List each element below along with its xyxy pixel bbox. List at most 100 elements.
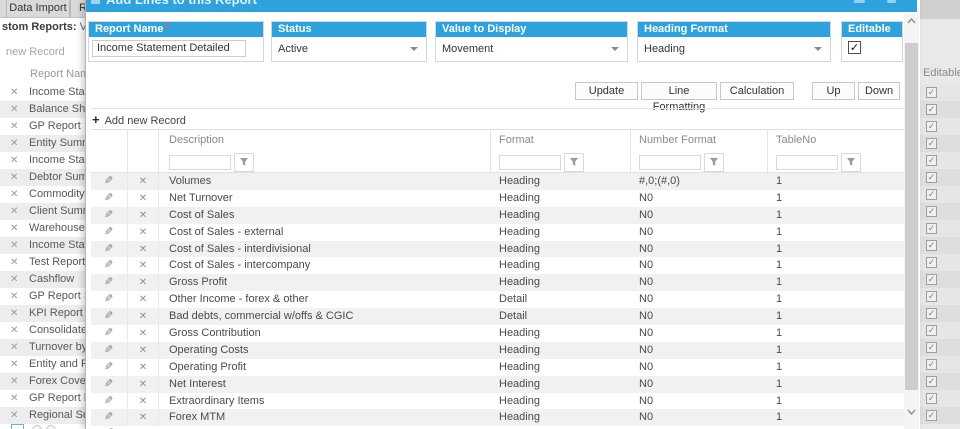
report-list-item[interactable]: ✕ Income Statem (0, 237, 85, 254)
filter-icon[interactable] (234, 152, 254, 172)
chevron-down-icon[interactable] (814, 47, 822, 51)
column-header-description[interactable]: Description (159, 130, 491, 151)
edit-row-icon[interactable]: ✎ (104, 310, 114, 323)
report-list-item[interactable]: ✕ GP Report by C (0, 390, 85, 407)
delete-report-icon[interactable]: ✕ (10, 189, 19, 200)
report-list-item[interactable]: ✕ Warehouse Su (0, 220, 85, 237)
report-list-item[interactable]: ✕ GP Report (0, 118, 85, 135)
format-filter-input[interactable] (499, 154, 561, 170)
delete-report-icon[interactable]: ✕ (10, 104, 19, 115)
calculation-button[interactable]: Calculation (720, 82, 794, 100)
report-list-item[interactable]: ✕ Regional Sumr (0, 407, 85, 424)
delete-row-icon[interactable]: ✕ (138, 344, 148, 356)
editable-checkbox[interactable]: ✓ (926, 274, 937, 285)
edit-row-icon[interactable]: ✎ (104, 191, 114, 204)
edit-row-icon[interactable]: ✎ (104, 327, 114, 340)
delete-report-icon[interactable]: ✕ (10, 172, 19, 183)
number-format-filter-input[interactable] (639, 154, 701, 170)
editable-checkbox[interactable]: ✓ (926, 325, 937, 336)
editable-checkbox[interactable]: ✓ (926, 189, 937, 200)
down-button[interactable]: Down (858, 82, 900, 100)
delete-report-icon[interactable]: ✕ (10, 240, 19, 251)
editable-checkbox[interactable]: ✓ (926, 308, 937, 319)
delete-row-icon[interactable]: ✕ (138, 277, 148, 289)
delete-report-icon[interactable]: ✕ (10, 359, 19, 370)
editable-checkbox[interactable]: ✓ (926, 376, 937, 387)
editable-checkbox[interactable]: ✓ (926, 291, 937, 302)
editable-checkbox[interactable]: ✓ (926, 206, 937, 217)
editable-checkbox[interactable]: ✓ (926, 410, 937, 421)
report-list-item[interactable]: ✕ Forex Cover (0, 373, 85, 390)
editable-checkbox[interactable]: ✓ (926, 138, 937, 149)
delete-report-icon[interactable]: ✕ (10, 155, 19, 166)
editable-checkbox[interactable]: ✓ (926, 257, 937, 268)
delete-row-icon[interactable]: ✕ (138, 328, 148, 340)
delete-row-icon[interactable]: ✕ (138, 412, 148, 424)
report-list-item[interactable]: ✕ Income Statem (0, 84, 85, 101)
edit-row-icon[interactable]: ✎ (104, 411, 114, 424)
pager-next-icon[interactable] (46, 425, 56, 429)
filter-icon[interactable] (564, 152, 584, 172)
report-list-item[interactable]: ✕ Commodity Su (0, 186, 85, 203)
editable-checkbox[interactable]: ✓ (926, 223, 937, 234)
delete-row-icon[interactable]: ✕ (138, 209, 148, 221)
report-name-input[interactable]: Income Statement Detailed (92, 40, 246, 57)
scroll-down-icon[interactable] (904, 405, 919, 421)
edit-row-icon[interactable]: ✎ (104, 276, 114, 289)
vertical-scrollbar[interactable] (904, 14, 919, 429)
gear-icon[interactable] (854, 0, 865, 3)
edit-row-icon[interactable]: ✎ (104, 259, 114, 272)
editable-checkbox[interactable]: ✓ (926, 240, 937, 251)
edit-row-icon[interactable]: ✎ (104, 343, 114, 356)
editable-checkbox[interactable]: ✓ (926, 172, 937, 183)
delete-report-icon[interactable]: ✕ (10, 257, 19, 268)
report-list-item[interactable]: ✕ GP Report Sum (0, 288, 85, 305)
editable-checkbox[interactable]: ✓ (926, 342, 937, 353)
delete-row-icon[interactable]: ✕ (138, 260, 148, 272)
pager-page-button[interactable] (11, 424, 24, 429)
report-list-item[interactable]: ✕ Debtor Summa (0, 169, 85, 186)
add-new-record-partial[interactable]: new Record (6, 46, 65, 58)
editable-checkbox[interactable]: ✓ (926, 87, 937, 98)
delete-row-icon[interactable]: ✕ (138, 243, 148, 255)
delete-row-icon[interactable]: ✕ (138, 294, 148, 306)
report-list-item[interactable]: ✕ Entity and Reg (0, 356, 85, 373)
delete-row-icon[interactable]: ✕ (138, 395, 148, 407)
scroll-up-icon[interactable] (904, 14, 919, 30)
delete-report-icon[interactable]: ✕ (10, 206, 19, 217)
delete-row-icon[interactable]: ✕ (138, 361, 148, 373)
tableno-filter-input[interactable] (776, 154, 838, 170)
delete-row-icon[interactable]: ✕ (138, 378, 148, 390)
report-list-item[interactable]: ✕ Cashflow (0, 271, 85, 288)
delete-report-icon[interactable]: ✕ (10, 87, 19, 98)
chevron-down-icon[interactable] (410, 47, 418, 51)
delete-report-icon[interactable]: ✕ (10, 308, 19, 319)
report-list-item[interactable]: ✕ Test Reports (0, 254, 85, 271)
column-header-number-format[interactable]: Number Format (631, 130, 768, 151)
line-formatting-button[interactable]: Line Formatting (641, 82, 717, 113)
delete-report-icon[interactable]: ✕ (10, 410, 19, 421)
editable-checkbox[interactable]: ✓ (926, 121, 937, 132)
edit-row-icon[interactable]: ✎ (104, 394, 114, 407)
delete-row-icon[interactable]: ✕ (138, 176, 148, 187)
report-list-item[interactable]: ✕ Income Statem (0, 152, 85, 169)
column-header-tableno[interactable]: TableNo (776, 134, 817, 146)
editable-checkbox[interactable]: ✓ (926, 359, 937, 370)
edit-row-icon[interactable]: ✎ (104, 293, 114, 306)
edit-row-icon[interactable]: ✎ (104, 377, 114, 390)
edit-row-icon[interactable]: ✎ (104, 360, 114, 373)
editable-checkbox[interactable]: ✓ (926, 104, 937, 115)
report-list-item[interactable]: ✕ Balance Sheet (0, 101, 85, 118)
scrollbar-thumb[interactable] (905, 43, 918, 390)
edit-row-icon[interactable]: ✎ (104, 175, 114, 187)
pager-prev-icon[interactable] (32, 425, 42, 429)
report-list-item[interactable]: ✕ Consolidated I (0, 322, 85, 339)
update-button[interactable]: Update (575, 82, 638, 100)
close-icon[interactable] (887, 0, 896, 3)
heading-format-dropdown[interactable]: Heading (644, 43, 685, 55)
delete-row-icon[interactable]: ✕ (138, 192, 148, 204)
add-new-record-link[interactable]: + Add new Record (91, 108, 906, 129)
editable-checkbox[interactable]: ✓ (926, 155, 937, 166)
delete-report-icon[interactable]: ✕ (10, 325, 19, 336)
editable-checkbox[interactable]: ✓ (926, 393, 937, 404)
